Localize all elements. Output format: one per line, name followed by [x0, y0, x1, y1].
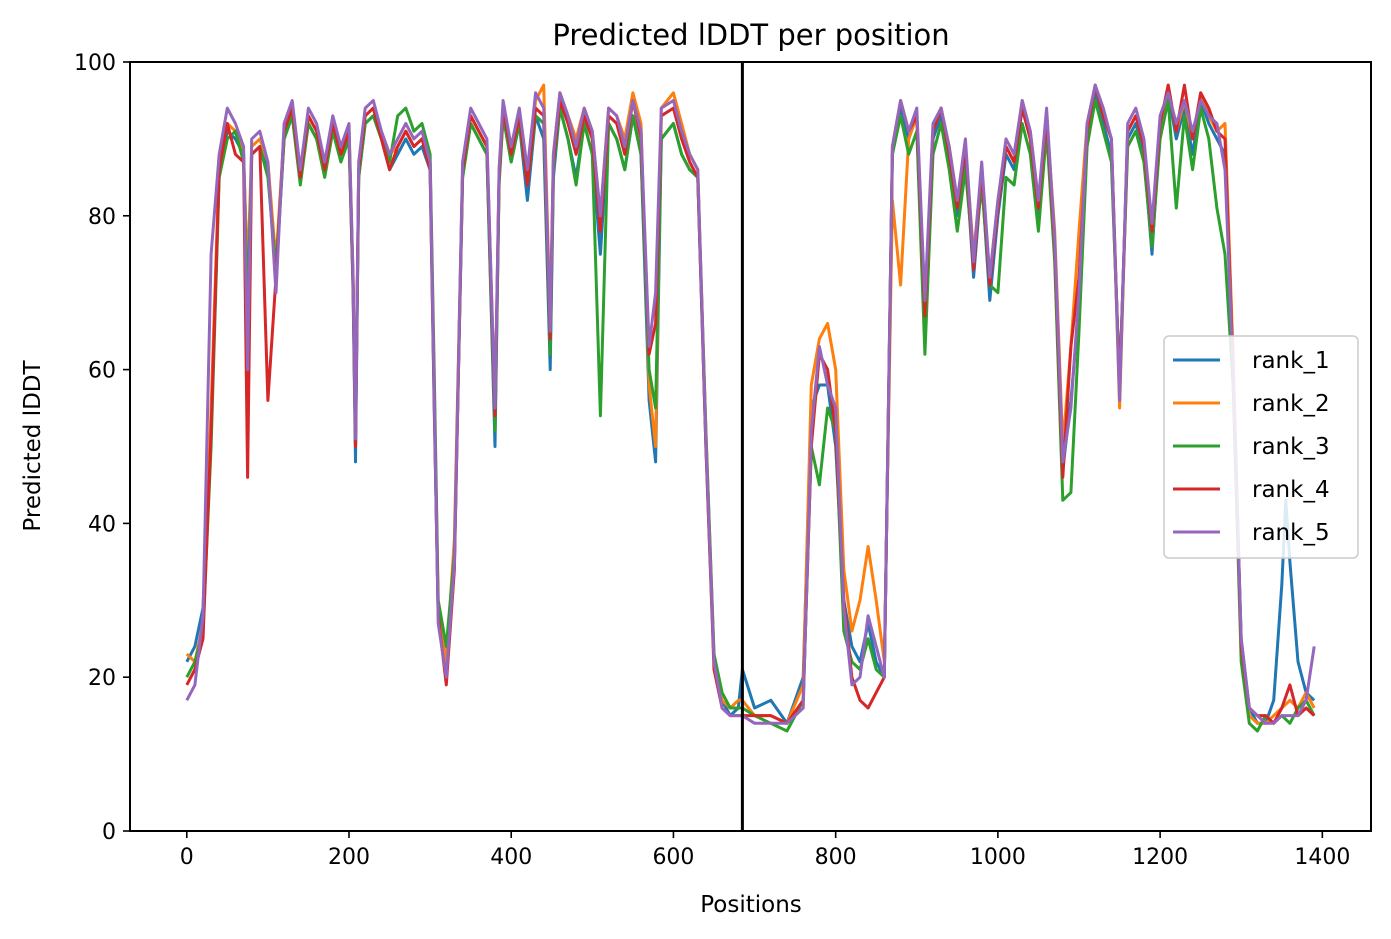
x-tick-label: 0 [180, 845, 194, 870]
y-tick-label: 0 [102, 820, 116, 845]
legend: rank_1 rank_2 rank_3 rank_4 rank_5 [1163, 335, 1359, 559]
x-tick-label: 200 [328, 845, 370, 870]
axes: 0 200 400 600 800 1000 1200 1400 0 20 40 60 80 100 [74, 51, 1372, 870]
x-tick-label: 1400 [1294, 845, 1350, 870]
x-tick-label: 400 [490, 845, 532, 870]
legend-label-rank-4: rank_4 [1252, 477, 1330, 503]
y-axis-label: Predicted lDDT [20, 359, 46, 531]
x-tick-label: 1000 [970, 845, 1026, 870]
legend-label-rank-3: rank_3 [1252, 434, 1330, 460]
plot-frame [129, 61, 1372, 832]
x-tick-label: 1200 [1132, 845, 1188, 870]
y-tick-label: 20 [88, 666, 116, 691]
y-tick-label: 40 [88, 512, 116, 537]
legend-label-rank-2: rank_2 [1252, 391, 1330, 417]
y-tick-label: 100 [74, 51, 116, 76]
y-tick-label: 80 [88, 205, 116, 230]
legend-label-rank-5: rank_5 [1252, 520, 1330, 546]
chart-title: Predicted lDDT per position [552, 18, 949, 52]
x-axis-label: Positions [700, 892, 802, 918]
series-line-rank-5 [185, 83, 1316, 725]
legend-box [1163, 335, 1359, 559]
y-tick-label: 60 [88, 359, 116, 384]
legend-label-rank-1: rank_1 [1252, 348, 1330, 374]
plot-area [185, 62, 1316, 831]
x-tick-label: 600 [652, 845, 694, 870]
x-tick-label: 800 [815, 845, 857, 870]
